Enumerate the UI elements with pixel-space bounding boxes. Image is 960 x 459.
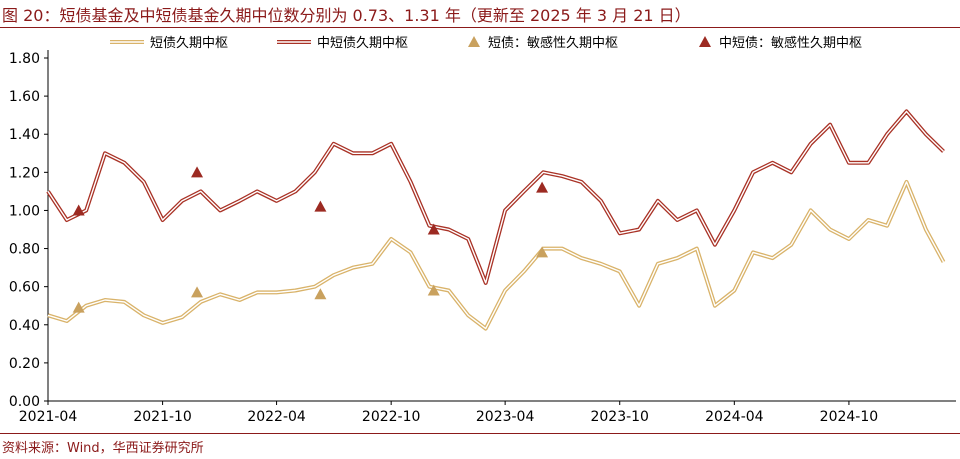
y-tick-label: 0.80 <box>9 242 40 258</box>
chart-title: 图 20：短债基金及中短债基金久期中位数分别为 0.73、1.31 年（更新至 … <box>2 6 691 25</box>
series-line-0 <box>47 179 946 331</box>
marker-point-3 <box>314 200 327 212</box>
source-divider <box>0 433 960 434</box>
legend-swatch <box>468 36 480 47</box>
x-tick-labels: 2021-04 2021-10 2022-04 2022-10 2023-04 2023-… <box>19 409 878 425</box>
marker-point-3 <box>427 223 440 235</box>
series-line-inner-1 <box>47 110 944 284</box>
y-tick-label: 1.20 <box>9 165 40 181</box>
axes <box>44 50 956 405</box>
marker-point-2 <box>191 286 204 298</box>
legend-swatch <box>699 36 711 47</box>
y-tick-label: 1.40 <box>9 127 40 143</box>
x-tick-label: 2022-04 <box>247 409 306 425</box>
series-line-inner-0 <box>47 181 945 330</box>
marker-point-2 <box>314 288 327 300</box>
y-tick-label: 0.20 <box>9 356 40 372</box>
marker-point-2 <box>72 301 85 313</box>
legend: 短债久期中枢 中短债久期中枢 短债：敏感性久期中枢 中短债：敏感性久期中枢 <box>110 35 862 51</box>
legend-label: 中短债：敏感性久期中枢 <box>719 35 862 51</box>
title-divider <box>0 27 960 28</box>
marker-point-3 <box>191 166 204 178</box>
x-tick-label: 2023-10 <box>590 409 649 425</box>
x-tick-label: 2024-04 <box>705 409 764 425</box>
y-tick-label: 0.40 <box>9 318 40 334</box>
source-note: 资料来源：Wind，华西证券研究所 <box>2 441 204 456</box>
y-tick-label: 1.00 <box>9 203 40 219</box>
legend-label: 中短债久期中枢 <box>317 36 408 51</box>
chart-area: 短债久期中枢 中短债久期中枢 短债：敏感性久期中枢 中短债：敏感性久期中枢 0.000… <box>9 35 956 425</box>
marker-point-2 <box>427 284 440 296</box>
x-tick-label: 2022-10 <box>362 409 421 425</box>
marker-point-3 <box>72 204 85 216</box>
marker-point-2 <box>536 246 549 258</box>
x-tick-label: 2023-04 <box>476 409 535 425</box>
x-tick-label: 2024-10 <box>820 409 879 425</box>
y-tick-label: 1.60 <box>9 89 40 105</box>
y-tick-labels: 0.00 0.20 0.40 0.60 0.80 1.00 1.20 1.40 1.60 1.80 <box>9 51 40 410</box>
plot-series <box>46 109 946 331</box>
series-line-1 <box>46 109 945 285</box>
x-tick-label: 2021-10 <box>133 409 192 425</box>
y-tick-label: 0.00 <box>9 394 40 410</box>
x-tick-label: 2021-04 <box>19 409 78 425</box>
legend-label: 短债：敏感性久期中枢 <box>488 35 618 51</box>
legend-label: 短债久期中枢 <box>150 36 228 51</box>
marker-point-3 <box>536 181 549 193</box>
y-tick-label: 1.80 <box>9 51 40 67</box>
y-tick-label: 0.60 <box>9 280 40 296</box>
